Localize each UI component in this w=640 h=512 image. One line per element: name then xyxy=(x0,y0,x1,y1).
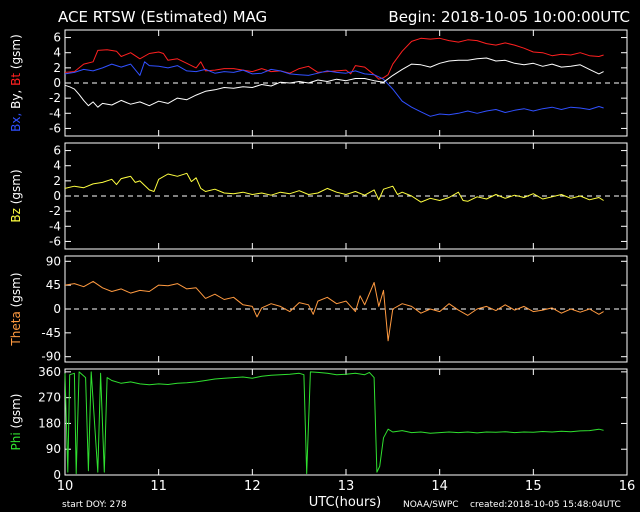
y-tick-label: 6 xyxy=(53,31,61,45)
y-tick-label: 2 xyxy=(53,174,61,188)
x-axis-label: UTC(hours) xyxy=(309,495,381,510)
series-line-phi xyxy=(64,371,604,475)
y-axis-label-part: (gsm) xyxy=(9,34,23,73)
x-tick-label: 10 xyxy=(57,479,74,494)
series-line-theta xyxy=(64,280,604,342)
y-tick-label: 4 xyxy=(53,159,61,173)
y-tick-label: -4 xyxy=(49,106,61,120)
y-tick-label: 6 xyxy=(53,144,61,158)
y-tick-label: 90 xyxy=(46,254,61,268)
y-tick-label: 180 xyxy=(38,416,61,430)
y-axis-label-part: Theta xyxy=(9,311,23,346)
y-tick-label: 45 xyxy=(46,278,61,292)
y-axis-label-part: (gsm) xyxy=(9,394,23,433)
y-axis-label: Bz (gsm) xyxy=(9,169,23,222)
chart-title: ACE RTSW (Estimated) MAG xyxy=(58,8,267,26)
y-tick-label: 2 xyxy=(53,61,61,75)
y-tick-label: 0 xyxy=(53,189,61,203)
agency-label: NOAA/SWPC xyxy=(403,500,459,510)
y-tick-label: -90 xyxy=(41,350,61,364)
y-tick-label: 0 xyxy=(53,76,61,90)
y-tick-label: -6 xyxy=(49,234,61,248)
y-tick-label: 360 xyxy=(38,365,61,379)
x-tick-label: 16 xyxy=(619,479,636,494)
begin-time: Begin: 2018-10-05 10:00:00UTC xyxy=(388,8,630,26)
y-axis-label-part: (gsm) xyxy=(9,272,23,311)
y-axis-label: Theta (gsm) xyxy=(9,272,23,346)
start-doy: start DOY: 278 xyxy=(62,500,127,510)
series-line-by xyxy=(64,57,604,108)
y-axis-label-part: (gsm) xyxy=(9,169,23,208)
y-tick-label: 4 xyxy=(53,46,61,60)
y-axis-label: Bx, By, Bt (gsm) xyxy=(9,34,23,132)
x-tick-label: 11 xyxy=(150,479,167,494)
x-tick-label: 14 xyxy=(431,479,448,494)
y-tick-label: -6 xyxy=(49,121,61,135)
y-tick-label: 0 xyxy=(53,302,61,316)
y-tick-label: -2 xyxy=(49,91,61,105)
created-time: created:2018-10-05 15:48:04UTC xyxy=(470,500,621,510)
x-tick-label: 12 xyxy=(244,479,261,494)
y-axis-label-part: Bx, xyxy=(9,113,23,132)
y-axis-label-part: Phi xyxy=(9,432,23,450)
y-axis-label: Phi (gsm) xyxy=(9,394,23,451)
y-axis-label-part: Bz xyxy=(9,208,23,223)
series-line-bz xyxy=(64,172,604,203)
series-line-bt xyxy=(64,37,604,80)
y-tick-label: -4 xyxy=(49,219,61,233)
series-line-bx xyxy=(64,61,604,117)
y-tick-label: 270 xyxy=(38,391,61,405)
x-tick-label: 13 xyxy=(338,479,355,494)
y-tick-label: -45 xyxy=(41,326,61,340)
x-tick-label: 15 xyxy=(525,479,542,494)
y-axis-label-part: Bt xyxy=(9,73,23,90)
y-tick-label: -2 xyxy=(49,204,61,218)
y-tick-label: 0 xyxy=(53,468,61,482)
y-axis-label-part: By, xyxy=(9,90,23,113)
y-tick-label: 90 xyxy=(46,442,61,456)
